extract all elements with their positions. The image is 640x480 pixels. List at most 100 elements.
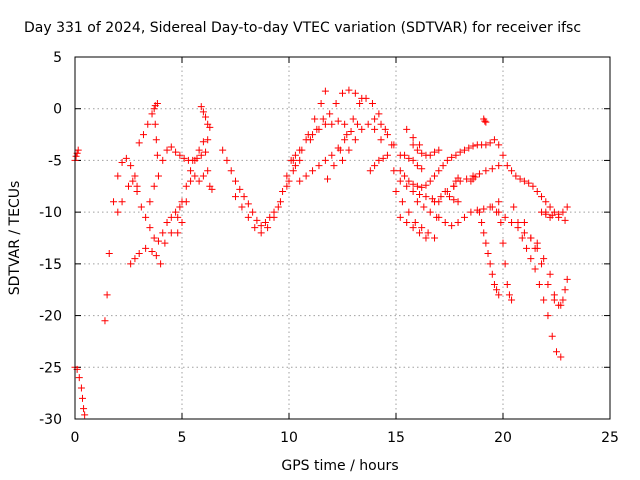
data-point bbox=[478, 218, 486, 226]
data-point bbox=[495, 208, 503, 216]
y-tick-label: -30 bbox=[39, 412, 62, 428]
data-point bbox=[495, 141, 503, 149]
data-point bbox=[313, 125, 321, 133]
data-point bbox=[204, 136, 212, 144]
data-point bbox=[490, 281, 498, 289]
data-point bbox=[151, 120, 159, 128]
data-point bbox=[101, 317, 109, 325]
data-point bbox=[296, 156, 304, 164]
data-point bbox=[546, 270, 554, 278]
data-point bbox=[154, 172, 162, 180]
data-point bbox=[563, 275, 571, 283]
data-point bbox=[336, 146, 344, 154]
data-point bbox=[187, 177, 195, 185]
data-point bbox=[321, 156, 329, 164]
data-point bbox=[446, 193, 453, 201]
data-point bbox=[191, 172, 199, 180]
data-point bbox=[204, 167, 212, 175]
data-point bbox=[283, 172, 291, 180]
data-point bbox=[497, 218, 505, 226]
data-point bbox=[199, 172, 207, 180]
data-point bbox=[495, 291, 503, 299]
data-point bbox=[137, 203, 145, 211]
y-tick-label: -15 bbox=[39, 257, 62, 273]
y-tick-label: 5 bbox=[53, 50, 62, 66]
data-point bbox=[176, 151, 184, 159]
data-point bbox=[435, 213, 443, 221]
data-point bbox=[533, 187, 541, 195]
data-point bbox=[452, 151, 460, 159]
data-point bbox=[454, 174, 462, 182]
data-point bbox=[531, 265, 539, 273]
data-point bbox=[197, 103, 205, 111]
data-point bbox=[520, 229, 528, 237]
data-point bbox=[315, 162, 323, 170]
data-point bbox=[411, 218, 419, 226]
data-point bbox=[518, 234, 526, 242]
data-point bbox=[495, 162, 503, 170]
data-point bbox=[240, 193, 248, 201]
data-point bbox=[563, 203, 571, 211]
x-tick-label: 25 bbox=[601, 430, 619, 446]
data-point bbox=[182, 198, 190, 206]
data-point bbox=[371, 115, 379, 123]
data-point bbox=[557, 301, 565, 309]
data-point bbox=[131, 172, 139, 180]
data-point bbox=[413, 198, 421, 206]
data-point bbox=[439, 162, 447, 170]
data-point bbox=[527, 255, 535, 263]
data-point bbox=[443, 156, 451, 164]
data-point bbox=[520, 177, 528, 185]
data-point bbox=[409, 224, 417, 232]
data-point bbox=[114, 208, 122, 216]
data-point bbox=[505, 291, 513, 299]
data-point bbox=[550, 296, 558, 304]
data-point bbox=[103, 291, 111, 299]
data-point bbox=[339, 156, 346, 164]
data-point bbox=[525, 179, 533, 187]
data-point bbox=[261, 218, 269, 226]
data-point bbox=[283, 182, 291, 190]
data-point bbox=[144, 120, 152, 128]
data-point bbox=[379, 154, 387, 162]
y-tick-label: -5 bbox=[48, 153, 62, 169]
data-point bbox=[328, 120, 336, 128]
data-point bbox=[135, 250, 143, 258]
data-point bbox=[75, 374, 83, 382]
data-point bbox=[148, 247, 156, 255]
data-point bbox=[495, 198, 503, 206]
data-point bbox=[475, 208, 483, 216]
data-point bbox=[559, 208, 567, 216]
data-point bbox=[154, 237, 162, 245]
data-point bbox=[499, 239, 507, 247]
data-point bbox=[469, 142, 477, 150]
data-point bbox=[542, 210, 550, 218]
data-point bbox=[78, 394, 86, 402]
data-point bbox=[437, 193, 445, 201]
data-point bbox=[270, 213, 278, 221]
data-point bbox=[403, 125, 411, 133]
data-point bbox=[309, 131, 317, 139]
data-point bbox=[368, 100, 376, 108]
data-point bbox=[463, 175, 471, 183]
data-point bbox=[390, 167, 398, 175]
data-point bbox=[422, 181, 430, 189]
data-point bbox=[392, 187, 400, 195]
data-point bbox=[426, 208, 434, 216]
data-point bbox=[508, 296, 516, 304]
data-point bbox=[493, 286, 501, 294]
data-point bbox=[555, 213, 563, 221]
data-point bbox=[129, 177, 137, 185]
data-point bbox=[311, 115, 319, 123]
data-point bbox=[366, 167, 374, 175]
data-point bbox=[167, 213, 175, 221]
data-point bbox=[480, 229, 488, 237]
data-point bbox=[238, 203, 246, 211]
data-point bbox=[167, 143, 175, 151]
data-point bbox=[341, 120, 349, 128]
data-point bbox=[409, 134, 417, 142]
data-point bbox=[118, 158, 126, 166]
data-point bbox=[244, 200, 252, 208]
data-point bbox=[351, 89, 359, 97]
